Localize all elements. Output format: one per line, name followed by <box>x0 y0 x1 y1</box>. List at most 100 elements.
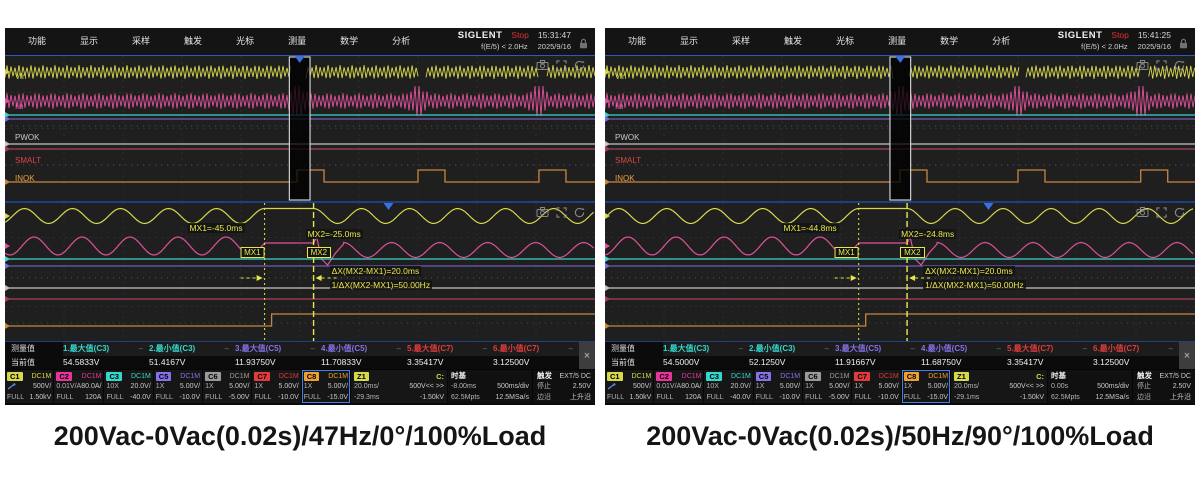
cursor-mx2-handle[interactable]: MX2 <box>306 247 332 258</box>
channel-badge[interactable]: C6 <box>205 371 221 381</box>
cursor-mx2-handle[interactable]: MX2 <box>900 247 925 258</box>
trigger-block[interactable]: 触发 EXT/5 DC 停止 2.50V 边沿 上升沿 <box>533 370 595 403</box>
measurement-item[interactable]: 6.最小值(C7) – 3.12500V <box>1093 342 1179 369</box>
menu-item-1[interactable]: 显示 <box>80 36 99 46</box>
channel-block-c1[interactable]: C1 DC1M 500V/FULL 1.50kV <box>5 370 54 403</box>
channel-block-c2[interactable]: C2 DC1M 0.01V/A 80.0A/FULL 120A <box>654 370 704 403</box>
refresh-icon[interactable] <box>574 207 585 218</box>
menu-item-4[interactable]: 光标 <box>836 36 855 46</box>
channel-badge[interactable]: C3 <box>106 371 123 381</box>
fullscreen-icon[interactable] <box>1156 60 1167 71</box>
channel-block-c2[interactable]: C2 DC1M 0.01V/A 80.0A/FULL 120A <box>54 370 104 403</box>
channel-block-c6[interactable]: C6 DC1M 1X 5.00V/FULL -5.00V <box>203 370 252 403</box>
zoom-badge[interactable]: Z1 <box>354 371 369 381</box>
channel-block-c8[interactable]: C8 DC1M 1X 5.00V/FULL -15.0V <box>301 370 351 403</box>
channel-block-c8[interactable]: C8 DC1M 1X 5.00V/FULL -15.0V <box>901 370 951 403</box>
channel-block-c5[interactable]: C5 DC1M 1X 5.00V/FULL -10.0V <box>153 370 203 403</box>
trigger-block[interactable]: 触发 EXT/5 DC 停止 2.50V 边沿 上升沿 <box>1133 370 1195 403</box>
channel-bar: C1 DC1M 500V/FULL 1.50kV C2 DC1M 0.01V/A 80.0A/… <box>605 369 1195 403</box>
refresh-icon[interactable] <box>1174 207 1185 218</box>
refresh-icon[interactable] <box>1174 60 1185 71</box>
channel-badge[interactable]: C7 <box>254 371 271 381</box>
channel-probe-factor: 1X <box>903 383 913 391</box>
acquisition-status[interactable]: Stop <box>1111 30 1129 40</box>
split-divider[interactable] <box>5 201 595 203</box>
measurement-item[interactable]: 6.最小值(C7) – 3.12500V <box>493 342 579 369</box>
measurement-item[interactable]: 5.最大值(C7) – 3.35417V <box>407 342 493 369</box>
measurement-item[interactable]: 2.最小值(C3) – 51.4167V <box>149 342 235 369</box>
menu-item-5[interactable]: 测量 <box>288 36 307 46</box>
timebase-block[interactable]: 时基 0.00s 500ms/div 62.5Mpts 12.5MSa/s <box>1048 370 1132 403</box>
channel-offset: -10.0V <box>878 393 899 401</box>
camera-icon[interactable] <box>1136 207 1149 217</box>
channel-block-c6[interactable]: C6 DC1M 1X 5.00V/FULL -5.00V <box>803 370 852 403</box>
measurement-item[interactable]: 5.最大值(C7) – 3.35417V <box>1007 342 1093 369</box>
menu-item-7[interactable]: 分析 <box>992 36 1011 46</box>
menu-item-3[interactable]: 触发 <box>784 36 803 46</box>
channel-badge[interactable]: C6 <box>805 371 821 381</box>
refresh-icon[interactable] <box>574 60 585 71</box>
cursor-mx1-handle[interactable]: MX1 <box>834 247 859 258</box>
waveform-zoom-view[interactable]: MX1=-45.0ms MX2=-25.0ms MX1 MX2 ΔX(MX2-M… <box>5 203 595 341</box>
split-divider[interactable] <box>605 201 1195 203</box>
measurement-item[interactable]: 4.最小值(C5) – 11.68750V <box>921 342 1007 369</box>
fullscreen-icon[interactable] <box>556 207 567 218</box>
measurement-value: 11.70833V <box>321 356 362 367</box>
camera-icon[interactable] <box>536 207 549 217</box>
channel-badge[interactable]: C8 <box>303 371 320 381</box>
measurement-items: 1.最大值(C3) –54.5000V 2.最小值(C3) –52.1250V 3.最大… <box>663 342 1179 369</box>
channel-badge[interactable]: C1 <box>7 371 23 381</box>
fullscreen-icon[interactable] <box>556 60 567 71</box>
close-icon[interactable]: × <box>579 342 595 369</box>
cursor-mx1-handle[interactable]: MX1 <box>240 247 265 258</box>
zoom-timebase-block[interactable]: Z1 C: 20.0ms/500V<< >> -29.3ms -1.50kV <box>351 370 447 403</box>
close-icon[interactable]: × <box>1179 342 1195 369</box>
channel-block-c7[interactable]: C7 DC1M 1X 5.00V/FULL -10.0V <box>852 370 901 403</box>
menu-item-2[interactable]: 采样 <box>132 36 151 46</box>
channel-badge[interactable]: C5 <box>755 371 772 381</box>
channel-block-c1[interactable]: C1 DC1M 500V/FULL 1.50kV <box>605 370 654 403</box>
channel-badge[interactable]: C7 <box>854 371 871 381</box>
measurement-label: 5.最大值(C7) <box>407 344 454 354</box>
menu-item-1[interactable]: 显示 <box>680 36 699 46</box>
measurement-item[interactable]: 3.最大值(C5) – 11.93750V <box>235 342 321 369</box>
waveform-zoom-view[interactable]: MX1=-44.8ms MX2=-24.8ms MX1 MX2 ΔX(MX2-M… <box>605 203 1195 341</box>
channel-badge[interactable]: C2 <box>56 371 72 381</box>
menu-item-6[interactable]: 数学 <box>940 36 959 46</box>
measurement-item[interactable]: 1.最大值(C3) – 54.5833V <box>63 342 149 369</box>
waveform-main-view[interactable]: Vin Iin PWOK SMALT INOK <box>5 56 595 201</box>
camera-icon[interactable] <box>1136 60 1149 70</box>
channel-bandwidth: FULL <box>755 393 773 401</box>
camera-icon[interactable] <box>536 60 549 70</box>
measurement-item[interactable]: 2.最小值(C3) – 52.1250V <box>749 342 835 369</box>
acquisition-status[interactable]: Stop <box>511 30 529 40</box>
menu-item-6[interactable]: 数学 <box>340 36 359 46</box>
lock-icon[interactable] <box>579 36 588 54</box>
timebase-block[interactable]: 时基 -8.00ms 500ms/div 62.5Mpts 12.5MSa/s <box>448 370 532 403</box>
channel-block-c3[interactable]: C3 DC1M 10X 20.0V/FULL -40.0V <box>704 370 753 403</box>
channel-badge[interactable]: C8 <box>903 371 920 381</box>
channel-block-c3[interactable]: C3 DC1M 10X 20.0V/FULL -40.0V <box>104 370 153 403</box>
menu-item-4[interactable]: 光标 <box>236 36 255 46</box>
channel-badge[interactable]: C2 <box>656 371 672 381</box>
menu-item-0[interactable]: 功能 <box>28 36 47 46</box>
measurement-item[interactable]: 3.最大值(C5) – 11.91667V <box>835 342 921 369</box>
waveform-main-view[interactable]: Vin Iin PWOK SMALT INOK <box>605 56 1195 201</box>
menu-item-2[interactable]: 采样 <box>732 36 751 46</box>
fullscreen-icon[interactable] <box>1156 207 1167 218</box>
menu-item-7[interactable]: 分析 <box>392 36 411 46</box>
channel-offset: -10.0V <box>278 393 299 401</box>
measurement-item[interactable]: 1.最大值(C3) – 54.5000V <box>663 342 749 369</box>
channel-badge[interactable]: C5 <box>155 371 172 381</box>
channel-block-c7[interactable]: C7 DC1M 1X 5.00V/FULL -10.0V <box>252 370 301 403</box>
channel-block-c5[interactable]: C5 DC1M 1X 5.00V/FULL -10.0V <box>753 370 803 403</box>
channel-badge[interactable]: C3 <box>706 371 723 381</box>
channel-badge[interactable]: C1 <box>607 371 623 381</box>
menu-item-3[interactable]: 触发 <box>184 36 203 46</box>
lock-icon[interactable] <box>1179 36 1188 54</box>
menu-item-0[interactable]: 功能 <box>628 36 647 46</box>
zoom-badge[interactable]: Z1 <box>954 371 969 381</box>
menu-item-5[interactable]: 测量 <box>888 36 907 46</box>
measurement-item[interactable]: 4.最小值(C5) – 11.70833V <box>321 342 407 369</box>
zoom-timebase-block[interactable]: Z1 C: 20.0ms/500V<< >> -29.1ms -1.50kV <box>951 370 1047 403</box>
